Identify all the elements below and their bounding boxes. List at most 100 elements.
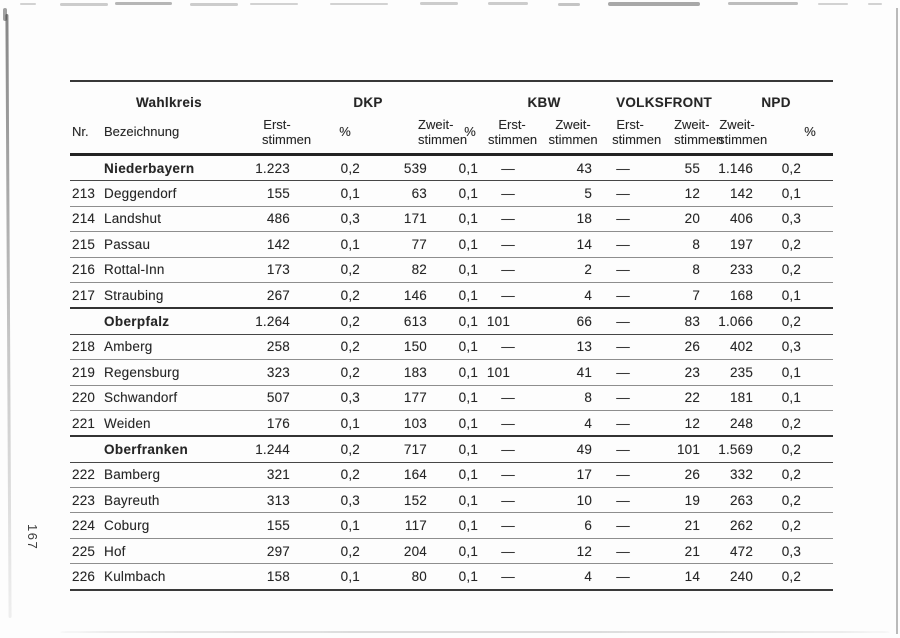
cell-npd-zweitstimmen: 402 [729, 339, 754, 355]
cell-npd-prozent: 0,3 [781, 339, 802, 355]
scan-artifact [818, 3, 848, 5]
cell-nr [70, 308, 96, 334]
cell-dkp-zweitstimmen: 204 [403, 543, 428, 559]
cell-volksfront-zweitstimmen: 12 [684, 415, 701, 431]
header-dkp-erststimmen: Erst- stimmen [262, 116, 312, 147]
col-group-dkp: DKP [353, 95, 383, 110]
cell-npd-prozent: 0,1 [781, 390, 802, 406]
table-row: 218 Amberg 258 0,2 150 0,1 — 13 — 26 402… [70, 334, 834, 359]
cell-bezeichnung: Passau [104, 236, 151, 252]
cell-npd-zweitstimmen: 181 [729, 390, 754, 406]
cell-dkp-zweit-prozent: 0,1 [458, 568, 479, 584]
cell-volksfront-erststimmen: — [616, 160, 630, 176]
col-group-wahlkreis: Wahlkreis [136, 95, 202, 110]
scan-artifact-right-edge [896, 8, 898, 634]
cell-kbw-zweitstimmen: 2 [584, 262, 593, 278]
cell-bezeichnung: Kulmbach [104, 568, 166, 584]
cell-kbw-erststimmen: — [501, 543, 515, 559]
cell-dkp-erst-prozent: 0,1 [340, 568, 361, 584]
cell-bezeichnung: Landshut [104, 211, 162, 227]
cell-bezeichnung: Straubing [104, 287, 164, 303]
cell-nr: 219 [72, 364, 96, 380]
cell-dkp-erststimmen: 155 [266, 186, 291, 202]
cell-volksfront-zweitstimmen: 22 [684, 390, 701, 406]
table-row: 220 Schwandorf 507 0,3 177 0,1 — 8 — 22 … [70, 385, 834, 410]
cell-kbw-erststimmen: — [501, 186, 515, 202]
table-row: 214 Landshut 486 0,3 171 0,1 — 18 — 20 4… [70, 206, 834, 231]
cell-dkp-zweit-prozent: 0,1 [458, 364, 479, 380]
table-row: Oberpfalz 1.264 0,2 613 0,1 101 66 — 83 … [70, 308, 834, 335]
cell-dkp-erststimmen: 1.223 [255, 160, 291, 176]
table-row: Oberfranken 1.244 0,2 717 0,1 — 49 — 101… [70, 436, 834, 463]
cell-npd-zweitstimmen: 248 [729, 415, 754, 431]
cell-dkp-zweitstimmen: 177 [403, 390, 428, 406]
cell-dkp-zweitstimmen: 117 [404, 518, 428, 534]
cell-kbw-erststimmen: 101 [486, 364, 511, 380]
cell-kbw-zweitstimmen: 14 [576, 236, 593, 252]
scan-artifact [60, 3, 108, 6]
col-group-npd: NPD [761, 95, 791, 110]
cell-dkp-zweit-prozent: 0,1 [458, 186, 479, 202]
cell-dkp-zweitstimmen: 183 [403, 364, 428, 380]
cell-kbw-zweitstimmen: 13 [576, 339, 593, 355]
cell-volksfront-erststimmen: — [616, 390, 630, 406]
cell-bezeichnung: Oberfranken [104, 441, 189, 457]
cell-npd-prozent: 0,2 [781, 568, 802, 584]
cell-dkp-erststimmen: 173 [266, 262, 291, 278]
cell-dkp-erststimmen: 158 [266, 568, 291, 584]
cell-dkp-erst-prozent: 0,2 [340, 543, 361, 559]
cell-volksfront-zweitstimmen: 14 [684, 568, 701, 584]
scan-artifact [190, 3, 238, 6]
header-dkp-zweit-prozent: % [464, 124, 476, 140]
header-kbw-zweitstimmen: Zweit- stimmen [548, 116, 598, 147]
cell-dkp-erst-prozent: 0,2 [340, 467, 361, 483]
table-row: 213 Deggendorf 155 0,1 63 0,1 — 5 — 12 1… [70, 180, 834, 206]
cell-npd-zweitstimmen: 235 [729, 364, 754, 380]
cell-volksfront-erststimmen: — [616, 543, 630, 559]
cell-dkp-erststimmen: 297 [266, 543, 291, 559]
cell-npd-zweitstimmen: 1.066 [718, 314, 754, 330]
cell-volksfront-zweitstimmen: 7 [692, 287, 701, 303]
cell-kbw-zweitstimmen: 17 [576, 467, 593, 483]
header-dkp-erst-prozent: % [339, 124, 351, 140]
cell-dkp-zweitstimmen: 80 [411, 568, 428, 584]
cell-bezeichnung: Niederbayern [104, 160, 195, 176]
scan-artifact [558, 3, 580, 6]
cell-kbw-erststimmen: — [501, 415, 515, 431]
cell-dkp-erst-prozent: 0,3 [340, 211, 361, 227]
scan-artifact [488, 2, 528, 5]
cell-volksfront-zweitstimmen: 8 [692, 236, 701, 252]
cell-volksfront-erststimmen: — [616, 364, 630, 380]
cell-volksfront-zweitstimmen: 19 [684, 492, 701, 508]
table-row: Niederbayern 1.223 0,2 539 0,1 — 43 — 55… [70, 154, 834, 181]
cell-dkp-zweitstimmen: 539 [403, 160, 428, 176]
cell-bezeichnung: Rottal-Inn [104, 262, 165, 278]
cell-dkp-zweit-prozent: 0,1 [458, 339, 479, 355]
cell-volksfront-erststimmen: — [616, 262, 630, 278]
cell-npd-zweitstimmen: 263 [729, 492, 754, 508]
cell-nr: 226 [72, 568, 96, 584]
cell-dkp-erst-prozent: 0,2 [340, 160, 361, 176]
cell-kbw-erststimmen: — [501, 236, 515, 252]
cell-dkp-erst-prozent: 0,2 [340, 364, 361, 380]
cell-volksfront-zweitstimmen: 21 [684, 543, 701, 559]
cell-kbw-erststimmen: — [501, 211, 515, 227]
cell-bezeichnung: Bayreuth [104, 492, 160, 508]
cell-nr [70, 155, 96, 181]
cell-bezeichnung: Weiden [104, 415, 151, 431]
col-group-kbw: KBW [527, 95, 561, 110]
cell-dkp-zweitstimmen: 150 [403, 339, 428, 355]
cell-volksfront-erststimmen: — [616, 236, 630, 252]
cell-kbw-erststimmen: 101 [486, 314, 511, 330]
table-row: 221 Weiden 176 0,1 103 0,1 — 4 — 12 248 … [70, 410, 834, 436]
cell-npd-zweitstimmen: 332 [729, 467, 754, 483]
cell-nr: 222 [72, 467, 96, 483]
table-row: 216 Rottal-Inn 173 0,2 82 0,1 — 2 — 8 23… [70, 257, 834, 282]
cell-npd-zweitstimmen: 240 [729, 568, 754, 584]
cell-kbw-zweitstimmen: 41 [576, 364, 593, 380]
table-row: 219 Regensburg 323 0,2 183 0,1 101 41 — … [70, 359, 834, 385]
cell-npd-zweitstimmen: 168 [729, 287, 754, 303]
cell-volksfront-zweitstimmen: 23 [684, 364, 701, 380]
cell-dkp-erststimmen: 176 [266, 415, 291, 431]
